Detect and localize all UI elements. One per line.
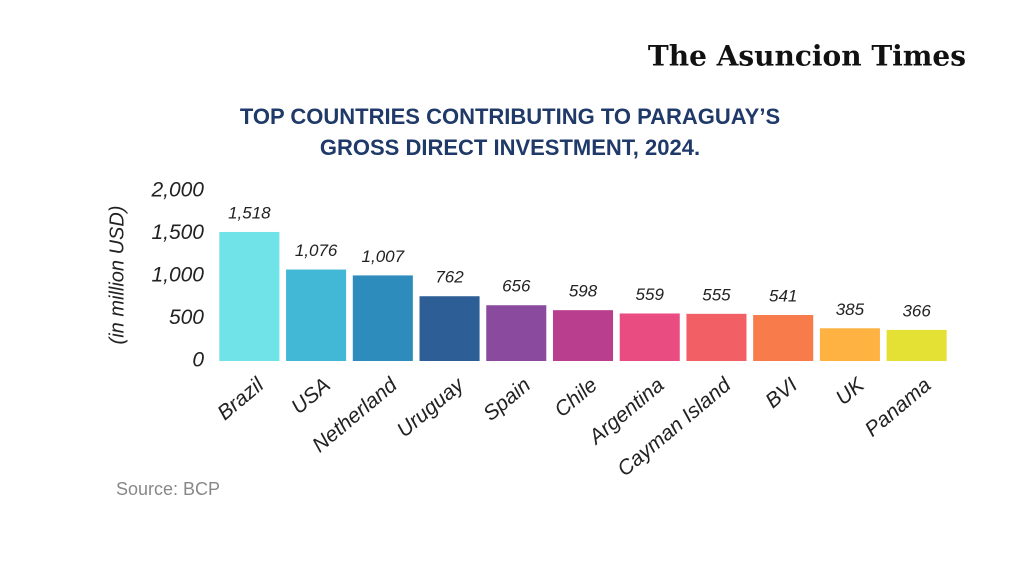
- bar: [219, 231, 280, 361]
- y-tick-label: 1,500: [151, 221, 204, 244]
- bar: [819, 328, 880, 361]
- value-label: 1,076: [295, 241, 338, 260]
- value-label: 762: [435, 268, 464, 287]
- bar: [552, 310, 614, 361]
- bar: [619, 313, 680, 361]
- value-label: 1,518: [228, 203, 271, 222]
- value-label: 656: [502, 277, 531, 296]
- bar: [419, 296, 480, 361]
- value-label: 598: [569, 282, 598, 301]
- value-label: 541: [769, 286, 797, 305]
- bar: [286, 269, 347, 361]
- y-tick-label: 500: [169, 306, 204, 329]
- y-tick-label: 2,000: [150, 179, 204, 202]
- value-label: 385: [836, 300, 865, 319]
- masthead: The Asuncion Times: [648, 40, 966, 73]
- bar: [486, 305, 547, 361]
- chart-title: GROSS DIRECT INVESTMENT, 2024.: [320, 135, 700, 160]
- y-tick-label: 1,000: [151, 264, 204, 287]
- value-label: 1,007: [362, 247, 405, 266]
- source: Source: BCP: [116, 479, 220, 499]
- chart-title: TOP COUNTRIES CONTRIBUTING TO PARAGUAY’S: [240, 104, 780, 129]
- y-axis-label: (in million USD): [106, 206, 128, 345]
- value-label: 559: [636, 285, 665, 304]
- bar: [352, 275, 413, 361]
- bar: [886, 329, 947, 361]
- y-tick-label: 0: [192, 349, 204, 372]
- value-label: 555: [702, 285, 731, 304]
- bar: [753, 315, 814, 361]
- value-label: 366: [902, 301, 931, 320]
- bar: [686, 313, 747, 361]
